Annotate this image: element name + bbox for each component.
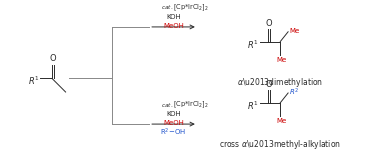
Text: $\alpha$\u2013dimethylation: $\alpha$\u2013dimethylation xyxy=(237,77,323,89)
Text: Me: Me xyxy=(276,118,287,124)
Text: O: O xyxy=(265,19,272,28)
Text: O: O xyxy=(50,54,56,63)
Text: $R^1$: $R^1$ xyxy=(247,99,259,112)
Text: KOH: KOH xyxy=(166,111,181,117)
Text: cross $\alpha$\u2013methyl-alkylation: cross $\alpha$\u2013methyl-alkylation xyxy=(219,138,341,151)
Text: [Cp*IrCl$_2$]$_2$: [Cp*IrCl$_2$]$_2$ xyxy=(174,99,209,110)
Text: MeOH: MeOH xyxy=(163,120,184,126)
Text: $\it{cat.}$: $\it{cat.}$ xyxy=(161,4,174,12)
Text: $\it{cat.}$: $\it{cat.}$ xyxy=(161,101,174,109)
Text: [Cp*IrCl$_2$]$_2$: [Cp*IrCl$_2$]$_2$ xyxy=(174,2,209,13)
Text: $R^2$: $R^2$ xyxy=(289,86,299,98)
Text: Me: Me xyxy=(276,57,287,63)
Text: O: O xyxy=(265,80,272,89)
Text: $R^1$: $R^1$ xyxy=(28,74,39,87)
Text: R$^2$−OH: R$^2$−OH xyxy=(160,127,186,138)
Text: Me: Me xyxy=(289,28,299,34)
Text: $R^1$: $R^1$ xyxy=(247,38,259,51)
Text: KOH: KOH xyxy=(166,14,181,20)
Text: MeOH: MeOH xyxy=(163,23,184,29)
